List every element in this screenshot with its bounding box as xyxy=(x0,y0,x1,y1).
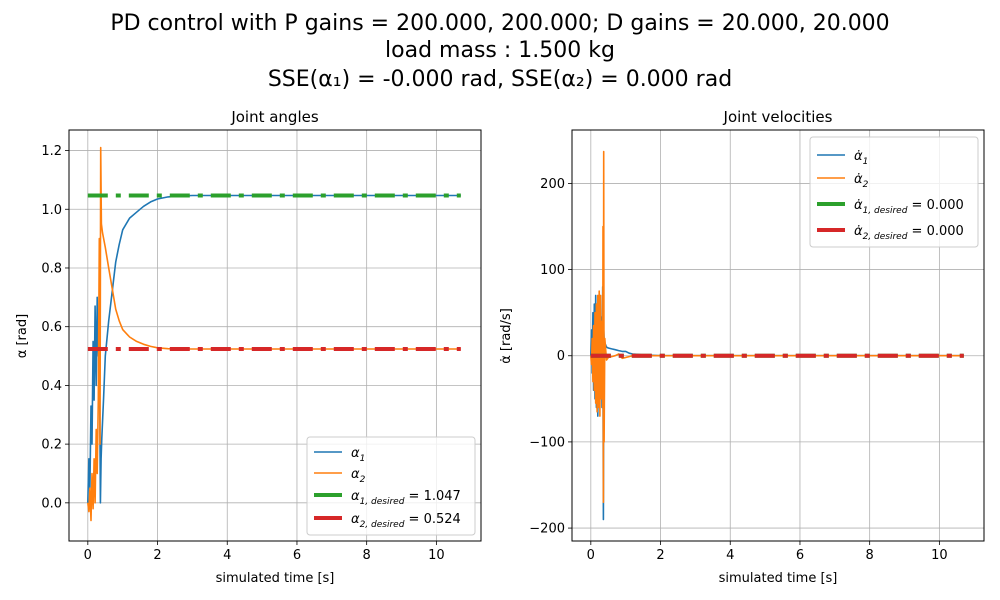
x-tick-label: 0 xyxy=(587,548,595,563)
x-tick-label: 8 xyxy=(363,548,371,563)
y-tick-label: 0 xyxy=(557,349,565,364)
legend-label-alpha1-dot: α̇1 xyxy=(854,149,868,167)
figure-title-line2: load mass : 1.500 kg xyxy=(385,38,615,63)
chart-joint-angles: Joint angles 0 2 4 6 8 10 0.0 0.2 0.4 0.6 0.8 1.0 1.… xyxy=(15,108,482,586)
y-tick-label: 1.0 xyxy=(41,203,62,218)
legend: α̇1 α̇2 α̇1, desired = 0.000 α̇2, desire… xyxy=(809,136,979,248)
legend-label-alpha2-dot-desired: α̇2, desired = 0.000 xyxy=(854,224,964,242)
axes-frame xyxy=(68,129,482,542)
legend-box xyxy=(809,136,979,248)
y-tick-label: −100 xyxy=(529,435,565,450)
tick-labels: 0 2 4 6 8 10 −200 −100 0 100 200 xyxy=(529,177,947,563)
y-axis-label: α [rad] xyxy=(15,314,30,358)
y-axis-label: α̇ [rad/s] xyxy=(499,308,514,364)
y-tick-label: 100 xyxy=(540,263,565,278)
y-tick-label: 200 xyxy=(540,177,565,192)
x-tick-label: 8 xyxy=(866,548,874,563)
chart-joint-velocities: Joint velocities 0 2 4 6 8 10−200−1000100200 … xyxy=(499,108,985,586)
plot-lines xyxy=(590,150,964,521)
x-tick-label: 4 xyxy=(726,548,734,563)
x-tick-label: 0 xyxy=(84,548,92,563)
legend-label-alpha1-dot-desired: α̇1, desired = 0.000 xyxy=(854,198,964,216)
y-tick-label: 0.2 xyxy=(41,438,62,453)
x-tick-label: 10 xyxy=(931,548,948,563)
legend-label-alpha1-desired: α1, desired = 1.047 xyxy=(351,489,461,507)
legend-label-alpha2-desired: α2, desired = 0.524 xyxy=(351,512,461,530)
legend: α1 α2 α1, desired = 1.047 α2, desired = … xyxy=(306,436,476,536)
y-tick-label: −200 xyxy=(529,522,565,537)
legend-label-alpha2: α2 xyxy=(351,467,366,485)
tick-labels: 0 2 4 6 8 10 0.0 0.2 0.4 0.6 0.8 1.0 1.2 xyxy=(41,144,444,563)
x-tick-label: 4 xyxy=(223,548,231,563)
figure-title-line1: PD control with P gains = 200.000, 200.0… xyxy=(110,11,889,36)
x-tick-label: 6 xyxy=(796,548,804,563)
legend-label-alpha2-dot: α̇2 xyxy=(854,172,869,190)
legend-label-alpha1: α1 xyxy=(351,446,365,464)
x-tick-label: 10 xyxy=(428,548,445,563)
plot-lines xyxy=(87,146,461,522)
chart-title: Joint velocities xyxy=(723,108,833,126)
grid xyxy=(69,130,481,541)
y-tick-label: 0.8 xyxy=(41,261,62,276)
series-line-1 xyxy=(590,285,964,521)
axes-frame xyxy=(571,129,985,542)
x-axis-label: simulated time [s] xyxy=(719,571,838,586)
x-axis-label: simulated time [s] xyxy=(216,571,335,586)
x-tick-label: 2 xyxy=(656,548,664,563)
y-tick-label: 0.4 xyxy=(41,379,62,394)
y-tick-label: 1.2 xyxy=(41,144,62,159)
x-tick-label: 6 xyxy=(293,548,301,563)
y-tick-label: 0.0 xyxy=(41,496,62,511)
chart-title: Joint angles xyxy=(230,108,319,126)
y-tick-label: 0.6 xyxy=(41,320,62,335)
figure-title-line3: SSE(α₁) = -0.000 rad, SSE(α₂) = 0.000 ra… xyxy=(268,67,732,92)
legend-box xyxy=(306,436,476,536)
x-tick-label: 2 xyxy=(153,548,161,563)
